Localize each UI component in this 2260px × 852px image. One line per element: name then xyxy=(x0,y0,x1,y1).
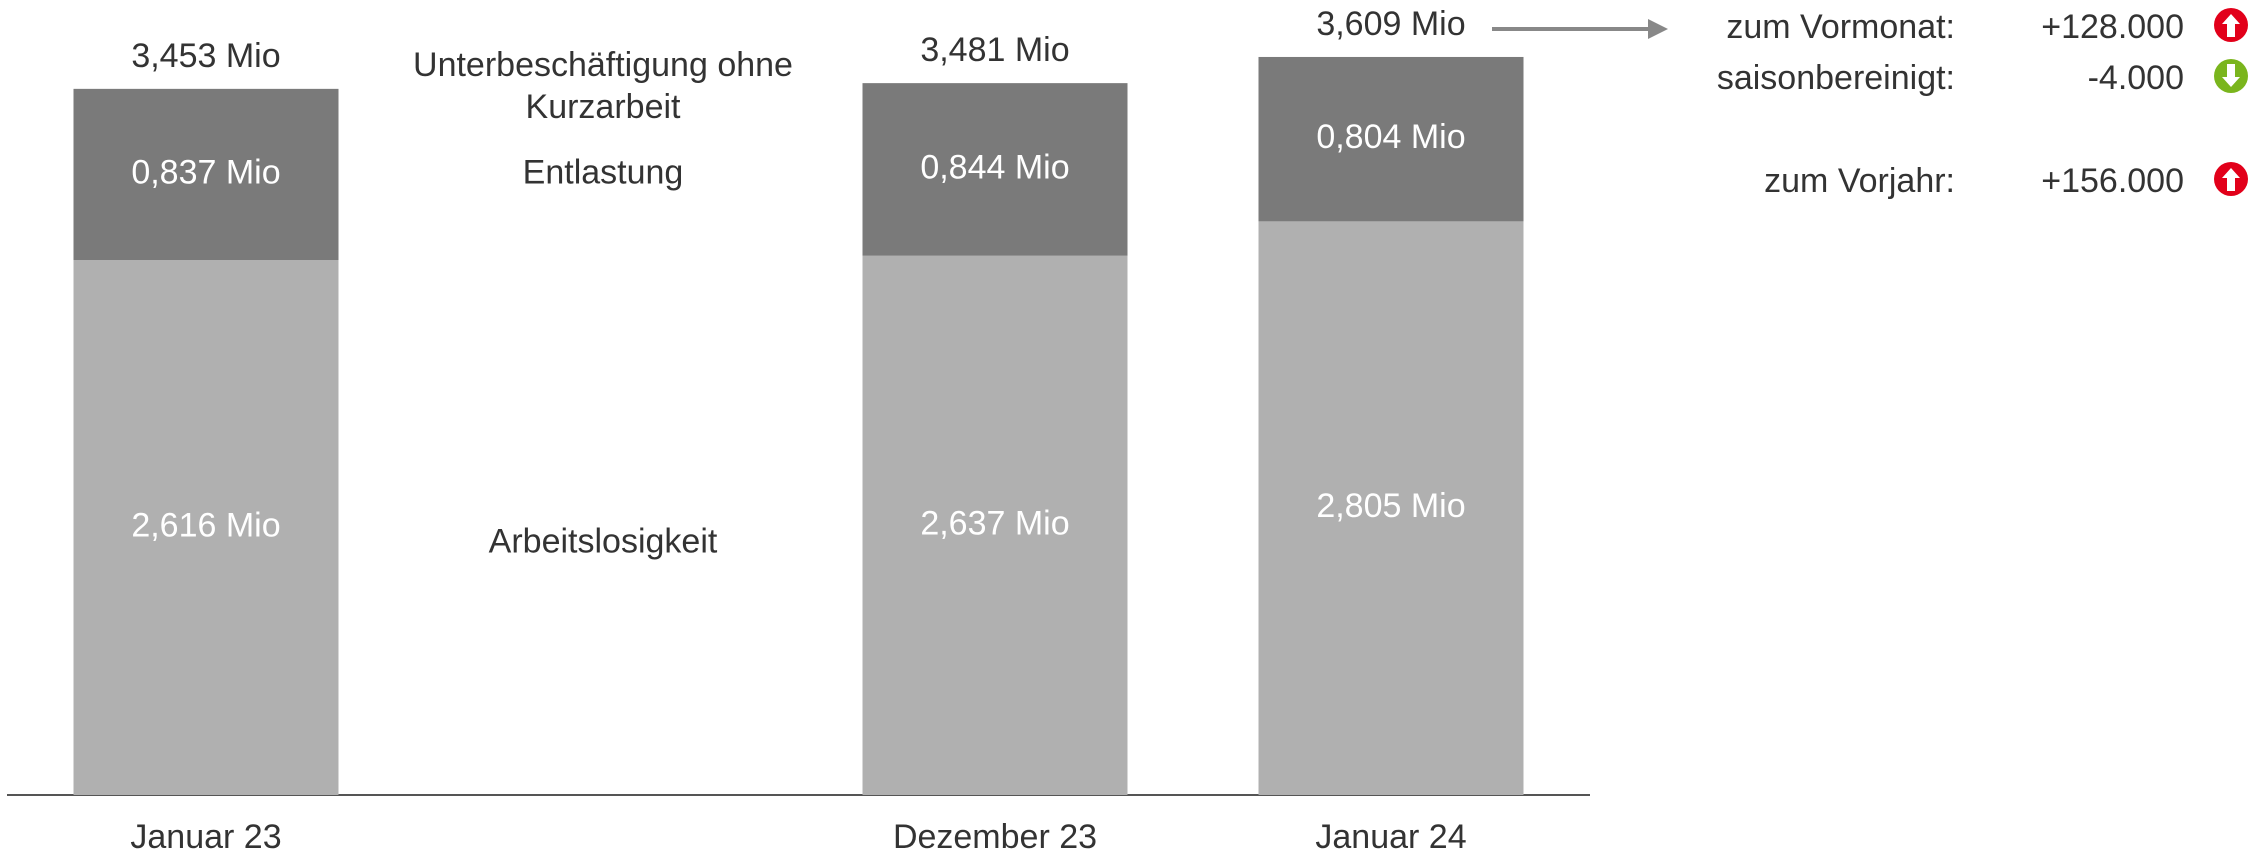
change-label: saisonbereinigt: xyxy=(1717,59,1955,97)
change-label: zum Vormonat: xyxy=(1726,8,1955,46)
change-value: +128.000 xyxy=(2041,8,2184,46)
bar-segment xyxy=(73,260,339,795)
value-label: 2,637 Mio xyxy=(920,504,1069,542)
total-label: 3,481 Mio xyxy=(920,31,1069,69)
x-tick-label: Dezember 23 xyxy=(893,818,1097,852)
change-value: -4.000 xyxy=(2088,59,2184,97)
x-tick-label: Januar 24 xyxy=(1315,818,1466,852)
total-label: 3,609 Mio xyxy=(1316,5,1465,43)
value-label: 0,837 Mio xyxy=(131,153,280,191)
change-value: +156.000 xyxy=(2041,162,2184,200)
x-tick-label: Januar 23 xyxy=(130,818,281,852)
value-label: 0,844 Mio xyxy=(920,148,1069,186)
series-label: Entlastung xyxy=(523,153,684,191)
total-label: 3,453 Mio xyxy=(131,37,280,75)
change-arrow xyxy=(2222,168,2240,191)
bar-segment xyxy=(1258,56,1524,222)
bar-segment xyxy=(862,83,1128,256)
value-label: 2,616 Mio xyxy=(131,506,280,544)
bar-segment xyxy=(862,255,1128,795)
value-label: 2,805 Mio xyxy=(1316,487,1465,525)
change-arrow xyxy=(2222,64,2240,87)
pointer-arrow-head xyxy=(1648,19,1668,39)
total-name: Unterbeschäftigung ohne Kurzarbeit xyxy=(413,46,793,126)
change-label: zum Vorjahr: xyxy=(1764,162,1955,200)
change-arrow xyxy=(2222,14,2240,37)
bar-segment xyxy=(73,88,339,261)
value-label: 0,804 Mio xyxy=(1316,118,1465,156)
series-label: Arbeitslosigkeit xyxy=(489,522,718,560)
bar-segment xyxy=(1258,221,1524,795)
